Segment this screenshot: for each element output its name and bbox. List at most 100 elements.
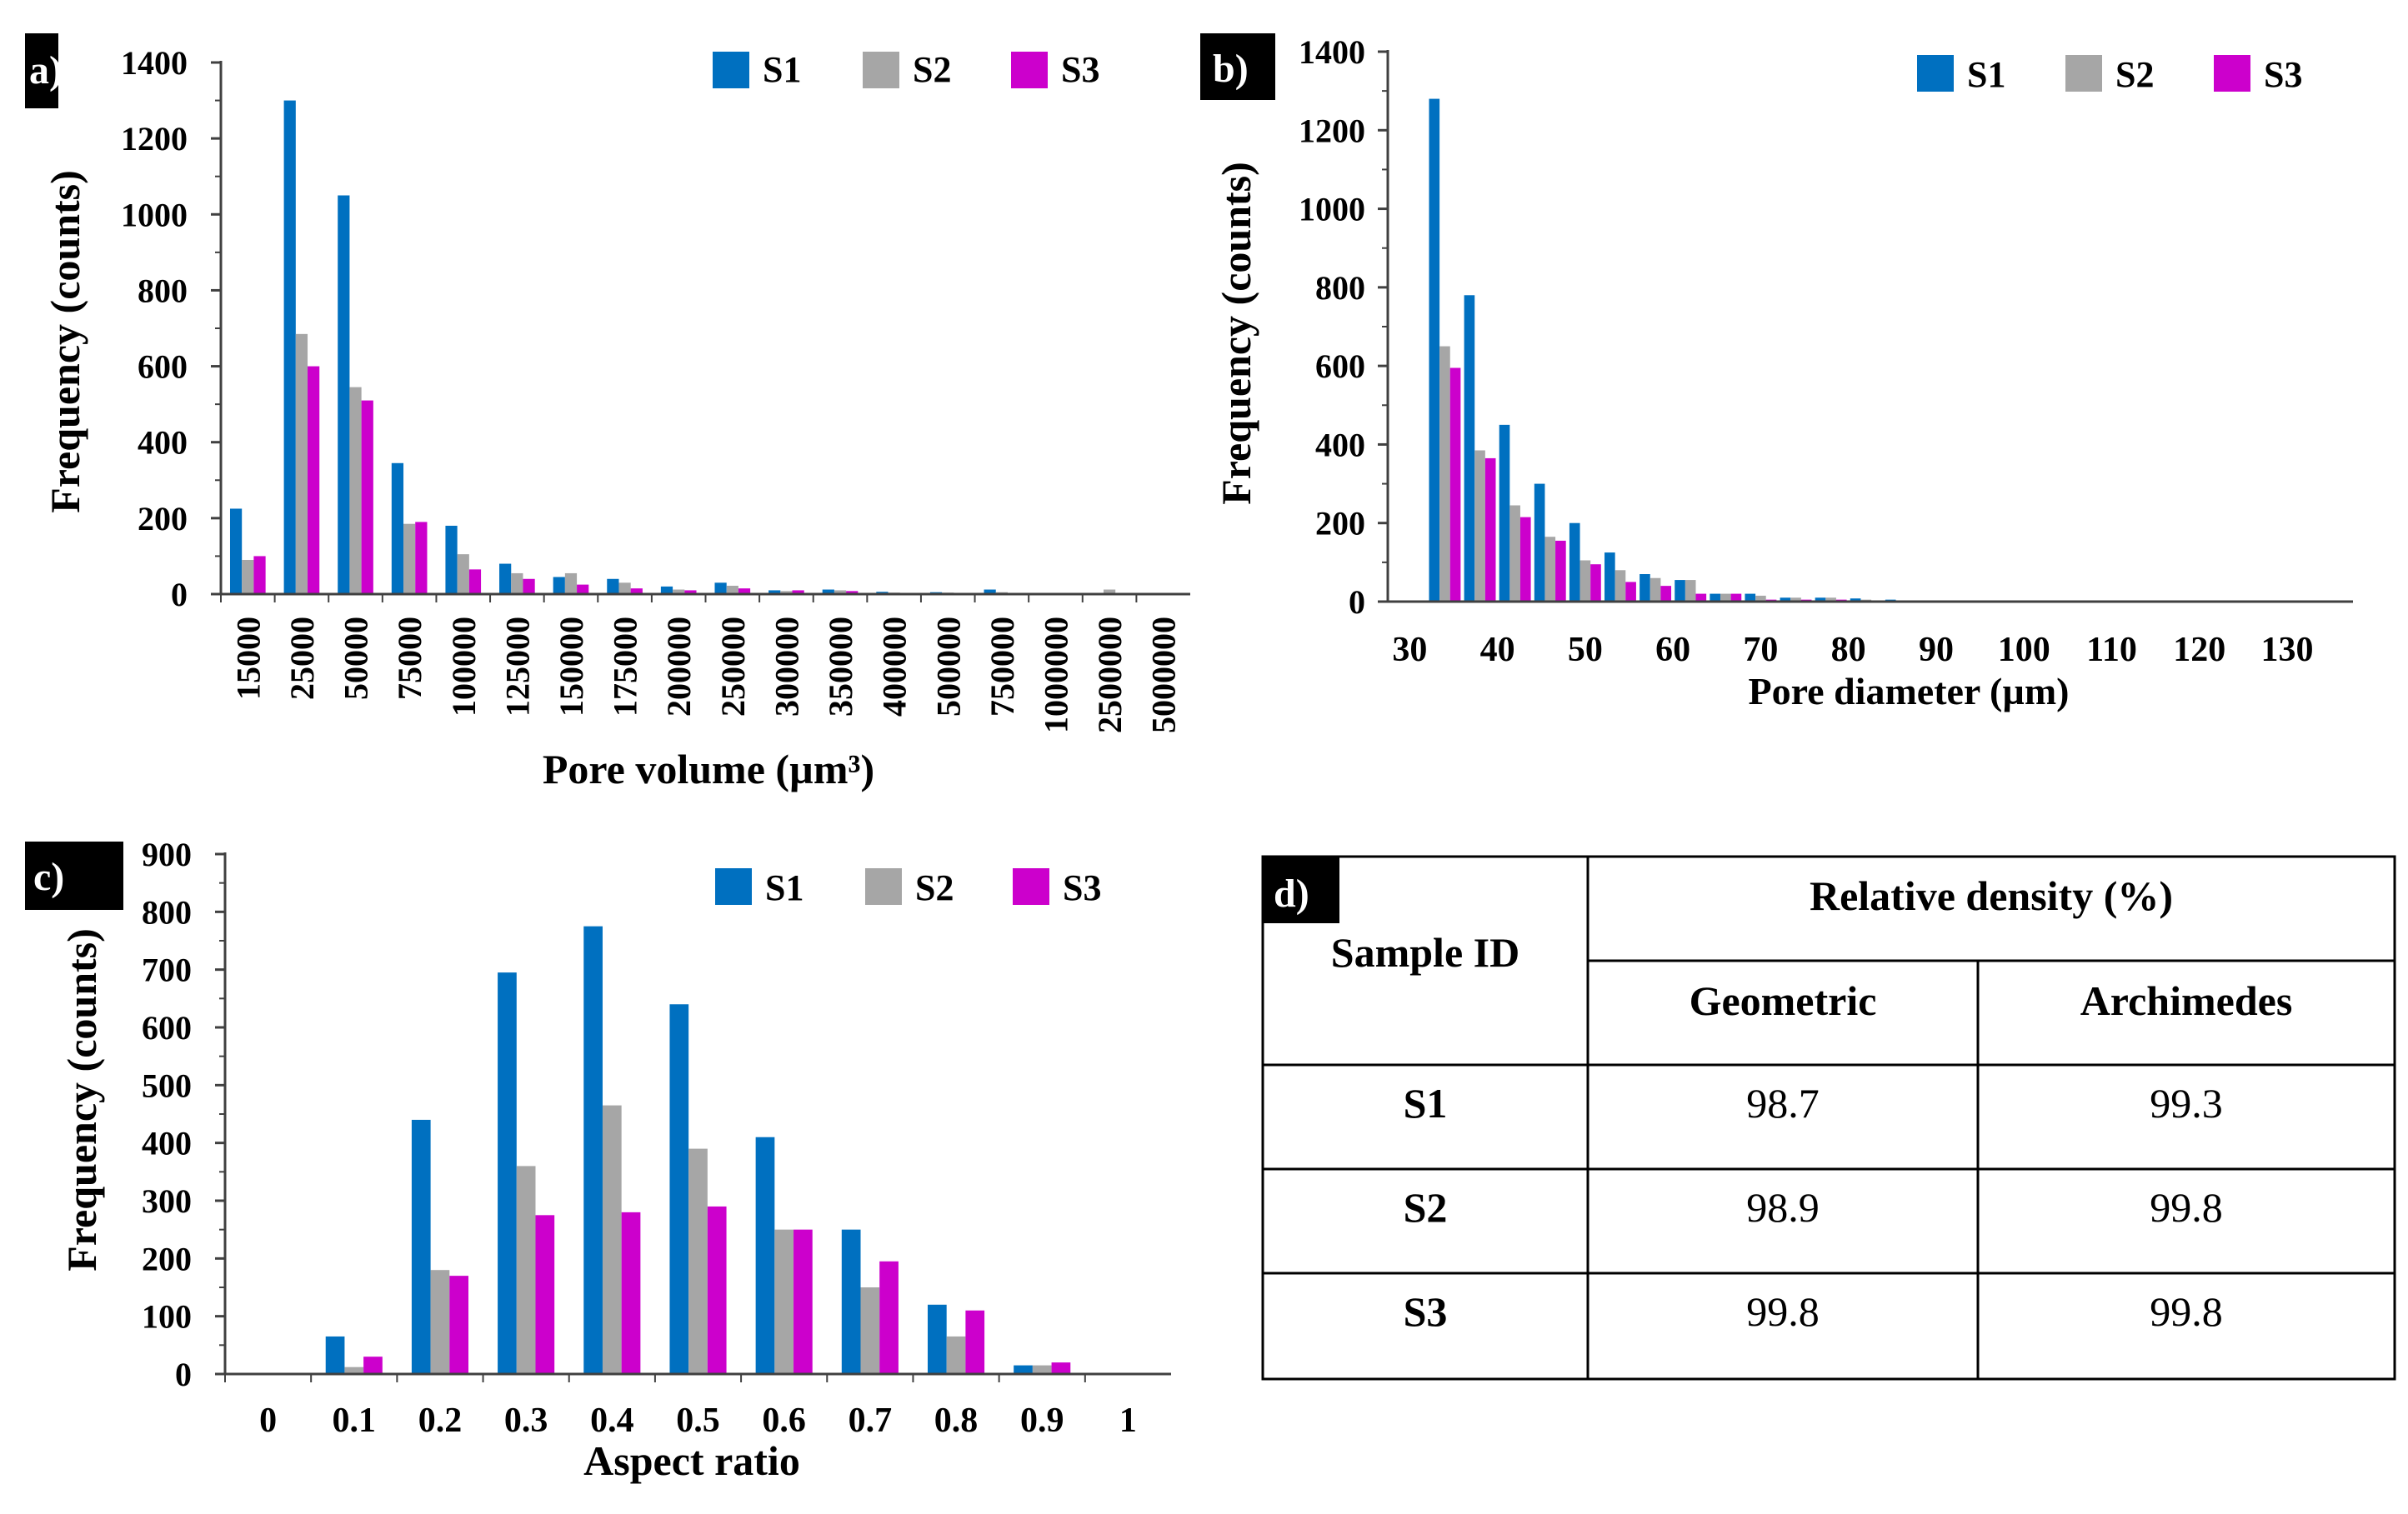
y-tick-label: 100	[142, 1298, 192, 1336]
x-tick-label: 1000000	[1037, 617, 1074, 733]
panel-b-y-label: Frequency (counts)	[1213, 162, 1259, 505]
table-cell-id: S3	[1404, 1288, 1448, 1335]
table-cell-archimedes: 99.8	[2150, 1288, 2223, 1335]
x-tick-label: 0.3	[504, 1402, 548, 1440]
bar-s2	[1103, 589, 1116, 594]
x-tick-label: 100	[1998, 631, 2050, 669]
table-border	[1261, 855, 2396, 1381]
y-tick-label: 300	[142, 1182, 192, 1220]
panel-a-chart: a) Frequency (counts) Pore volume (µm³) …	[25, 33, 1190, 792]
panel-b-tag-bg	[1200, 33, 1275, 100]
y-tick-label: 1200	[1299, 112, 1365, 149]
bar-s3	[363, 1357, 383, 1374]
bar-s2	[1032, 1365, 1052, 1374]
x-tick-label: 0.1	[333, 1402, 377, 1440]
table-cell-id: S2	[1404, 1184, 1448, 1231]
legend-label-s2: S2	[913, 49, 951, 90]
bar-s1	[229, 508, 243, 594]
x-tick-label: 175000	[607, 617, 644, 717]
bar-s3	[684, 590, 697, 594]
x-tick-label: 300000	[768, 617, 805, 717]
bar-s2	[1509, 505, 1520, 602]
bar-s2	[1790, 597, 1801, 602]
bar-s2	[618, 582, 631, 594]
table-cell-archimedes: 99.3	[2150, 1080, 2223, 1127]
table-header-geometric: Geometric	[1690, 977, 1877, 1024]
x-tick-label: 0.6	[762, 1402, 806, 1440]
y-tick-label: 500	[142, 1067, 192, 1104]
legend-swatch-s3	[1013, 868, 1049, 905]
legend-label-s1: S1	[765, 867, 804, 908]
y-tick-label: 1200	[121, 120, 188, 157]
bar-s2	[774, 1229, 794, 1374]
legend-swatch-s1	[1917, 55, 1954, 92]
bar-s1	[669, 1004, 689, 1374]
bar-s1	[1780, 597, 1791, 602]
x-tick-label: 0.7	[849, 1402, 893, 1440]
bar-s2	[1544, 537, 1556, 602]
legend-label-s3: S3	[1061, 49, 1099, 90]
x-tick-label: 0.4	[590, 1402, 634, 1440]
bar-s2	[1439, 346, 1450, 602]
y-tick-label: 400	[138, 424, 188, 462]
bar-s1	[1429, 98, 1440, 602]
panel-d-table	[1261, 855, 2396, 1381]
x-tick-label: 130	[2261, 631, 2314, 669]
table-cell-id: S1	[1404, 1080, 1448, 1127]
bar-s1	[660, 586, 673, 594]
bar-s1	[822, 589, 834, 594]
y-tick-label: 400	[1315, 426, 1365, 463]
bar-s1	[583, 926, 603, 1374]
x-tick-label: 110	[2086, 631, 2137, 669]
bar-s2	[1720, 593, 1731, 602]
panel-c-y-label: Frequency (counts)	[58, 928, 105, 1272]
bar-s2	[834, 590, 847, 594]
legend-label-s1: S1	[763, 49, 801, 90]
legend-label-s3: S3	[2264, 54, 2302, 95]
bar-s3	[523, 578, 535, 594]
legend-swatch-s1	[713, 52, 749, 88]
bar-s3	[1555, 540, 1566, 602]
x-tick-label: 30	[1392, 631, 1427, 669]
bar-s3	[879, 1261, 899, 1374]
bar-s2	[726, 585, 738, 594]
table-cell-geometric: 99.8	[1746, 1288, 1820, 1335]
panel-b-x-label: Pore diameter (µm)	[1749, 670, 2070, 712]
bar-s1	[984, 589, 996, 594]
panel-c-legend: S1 S2 S3	[715, 867, 1101, 908]
x-tick-label: 50000	[338, 617, 375, 700]
x-tick-label: 200000	[660, 617, 698, 717]
bar-s2	[688, 1148, 708, 1374]
panel-c-x-label: Aspect ratio	[583, 1437, 800, 1484]
bar-s2	[511, 572, 523, 594]
x-tick-label: 500000	[929, 617, 967, 717]
x-tick-label: 0	[259, 1402, 277, 1440]
x-tick-label: 120	[2173, 631, 2225, 669]
bar-s2	[1579, 560, 1591, 602]
x-tick-label: 350000	[822, 617, 859, 717]
legend-label-s2: S2	[915, 867, 954, 908]
bar-s2	[457, 554, 469, 594]
panel-b-chart: b) Frequency (counts) Pore diameter (µm)…	[1200, 33, 2353, 712]
legend-swatch-s3	[2214, 55, 2250, 92]
y-tick-label: 1000	[1299, 191, 1365, 228]
bar-s2	[1825, 597, 1836, 602]
bar-s1	[1499, 424, 1510, 602]
bar-s3	[1625, 582, 1636, 602]
y-tick-label: 600	[138, 348, 188, 386]
panel-a-tag-bg	[25, 33, 58, 108]
bar-s3	[965, 1310, 985, 1374]
legend-label-s3: S3	[1063, 867, 1101, 908]
y-tick-label: 800	[1315, 269, 1365, 307]
panel-a-y-label: Frequency (counts)	[42, 170, 88, 513]
bar-s1	[927, 1304, 947, 1374]
y-tick-label: 1000	[121, 196, 188, 233]
legend-swatch-s1	[715, 868, 752, 905]
y-tick-label: 0	[171, 576, 188, 613]
panel-c-tag-bg	[25, 842, 123, 910]
y-tick-label: 700	[142, 952, 192, 989]
bar-s3	[1449, 367, 1461, 602]
y-tick-label: 0	[175, 1356, 192, 1393]
bar-s3	[792, 590, 804, 594]
